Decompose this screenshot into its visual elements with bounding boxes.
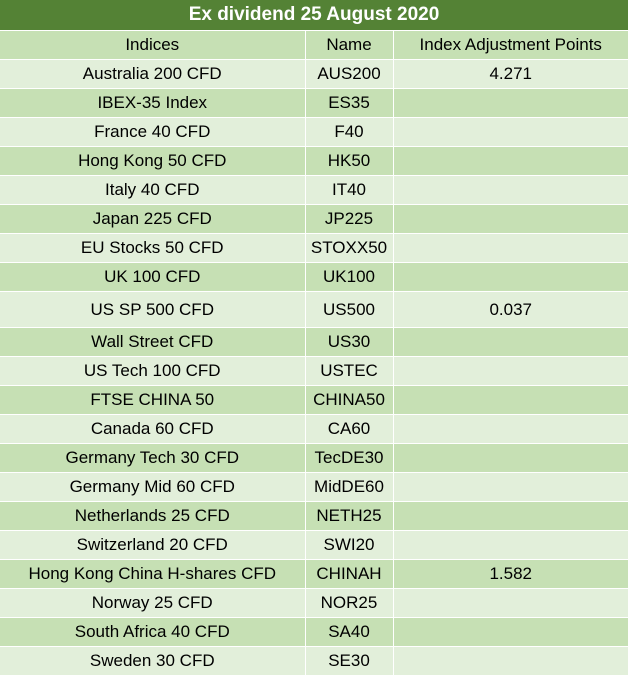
points-cell: 1.582 xyxy=(393,559,628,589)
index-cell: France 40 CFD xyxy=(0,117,306,147)
table-row: EU Stocks 50 CFD STOXX50 xyxy=(0,233,628,263)
points-cell xyxy=(393,327,628,357)
index-cell: Hong Kong 50 CFD xyxy=(0,146,306,176)
header-indices: Indices xyxy=(0,31,306,60)
sheet-title: Ex dividend 25 August 2020 xyxy=(0,0,628,31)
index-cell: Netherlands 25 CFD xyxy=(0,501,306,531)
name-cell: MidDE60 xyxy=(305,472,394,502)
index-cell: UK 100 CFD xyxy=(0,262,306,292)
points-cell xyxy=(393,262,628,292)
index-cell: US Tech 100 CFD xyxy=(0,356,306,386)
points-cell xyxy=(393,530,628,560)
index-cell: Australia 200 CFD xyxy=(0,59,306,89)
name-cell: F40 xyxy=(305,117,394,147)
points-cell xyxy=(393,617,628,647)
name-cell: SA40 xyxy=(305,617,394,647)
index-cell: FTSE CHINA 50 xyxy=(0,385,306,415)
name-cell: TecDE30 xyxy=(305,443,394,473)
index-cell: EU Stocks 50 CFD xyxy=(0,233,306,263)
points-cell xyxy=(393,443,628,473)
index-cell: Sweden 30 CFD xyxy=(0,646,306,676)
table-row: Sweden 30 CFD SE30 xyxy=(0,646,628,676)
index-cell: Wall Street CFD xyxy=(0,327,306,357)
index-cell: South Africa 40 CFD xyxy=(0,617,306,647)
table-row: Hong Kong China H-shares CFD CHINAH 1.582 xyxy=(0,559,628,589)
name-cell: HK50 xyxy=(305,146,394,176)
table-row: US SP 500 CFD US500 0.037 xyxy=(0,291,628,328)
points-cell xyxy=(393,146,628,176)
index-cell: IBEX-35 Index xyxy=(0,88,306,118)
table-row: UK 100 CFD UK100 xyxy=(0,262,628,292)
points-cell xyxy=(393,646,628,676)
points-cell xyxy=(393,175,628,205)
index-cell: Switzerland 20 CFD xyxy=(0,530,306,560)
name-cell: CA60 xyxy=(305,414,394,444)
table-row: France 40 CFD F40 xyxy=(0,117,628,147)
index-cell: Germany Tech 30 CFD xyxy=(0,443,306,473)
index-cell: Norway 25 CFD xyxy=(0,588,306,618)
table-row: Italy 40 CFD IT40 xyxy=(0,175,628,205)
name-cell: CHINA50 xyxy=(305,385,394,415)
name-cell: STOXX50 xyxy=(305,233,394,263)
table-row: Germany Tech 30 CFD TecDE30 xyxy=(0,443,628,473)
table-body: Australia 200 CFD AUS200 4.271 IBEX-35 Inde… xyxy=(0,59,628,676)
table-row: Germany Mid 60 CFD MidDE60 xyxy=(0,472,628,502)
index-cell: Canada 60 CFD xyxy=(0,414,306,444)
header-row: Indices Name Index Adjustment Points xyxy=(0,31,628,60)
table-row: Switzerland 20 CFD SWI20 xyxy=(0,530,628,560)
name-cell: IT40 xyxy=(305,175,394,205)
index-cell: Hong Kong China H-shares CFD xyxy=(0,559,306,589)
name-cell: JP225 xyxy=(305,204,394,234)
name-cell: ES35 xyxy=(305,88,394,118)
points-cell xyxy=(393,233,628,263)
points-cell xyxy=(393,501,628,531)
name-cell: SE30 xyxy=(305,646,394,676)
name-cell: NOR25 xyxy=(305,588,394,618)
header-name: Name xyxy=(305,31,394,60)
name-cell: NETH25 xyxy=(305,501,394,531)
name-cell: AUS200 xyxy=(305,59,394,89)
name-cell: USTEC xyxy=(305,356,394,386)
table-row: IBEX-35 Index ES35 xyxy=(0,88,628,118)
name-cell: SWI20 xyxy=(305,530,394,560)
name-cell: UK100 xyxy=(305,262,394,292)
table-row: Norway 25 CFD NOR25 xyxy=(0,588,628,618)
points-cell xyxy=(393,414,628,444)
name-cell: US30 xyxy=(305,327,394,357)
name-cell: US500 xyxy=(305,291,394,328)
header-adjustment-points: Index Adjustment Points xyxy=(393,31,628,60)
points-cell xyxy=(393,588,628,618)
index-cell: US SP 500 CFD xyxy=(0,291,306,328)
index-cell: Italy 40 CFD xyxy=(0,175,306,205)
index-cell: Germany Mid 60 CFD xyxy=(0,472,306,502)
points-cell xyxy=(393,117,628,147)
index-cell: Japan 225 CFD xyxy=(0,204,306,234)
table-row: FTSE CHINA 50 CHINA50 xyxy=(0,385,628,415)
table-row: Japan 225 CFD JP225 xyxy=(0,204,628,234)
points-cell: 4.271 xyxy=(393,59,628,89)
table-row: Hong Kong 50 CFD HK50 xyxy=(0,146,628,176)
table-row: US Tech 100 CFD USTEC xyxy=(0,356,628,386)
name-cell: CHINAH xyxy=(305,559,394,589)
points-cell xyxy=(393,88,628,118)
table-row: South Africa 40 CFD SA40 xyxy=(0,617,628,647)
points-cell xyxy=(393,356,628,386)
dividend-table: Indices Name Index Adjustment Points Aus… xyxy=(0,31,628,676)
points-cell xyxy=(393,472,628,502)
points-cell xyxy=(393,385,628,415)
points-cell xyxy=(393,204,628,234)
table-row: Netherlands 25 CFD NETH25 xyxy=(0,501,628,531)
table-row: Australia 200 CFD AUS200 4.271 xyxy=(0,59,628,89)
points-cell: 0.037 xyxy=(393,291,628,328)
table-row: Canada 60 CFD CA60 xyxy=(0,414,628,444)
table-row: Wall Street CFD US30 xyxy=(0,327,628,357)
